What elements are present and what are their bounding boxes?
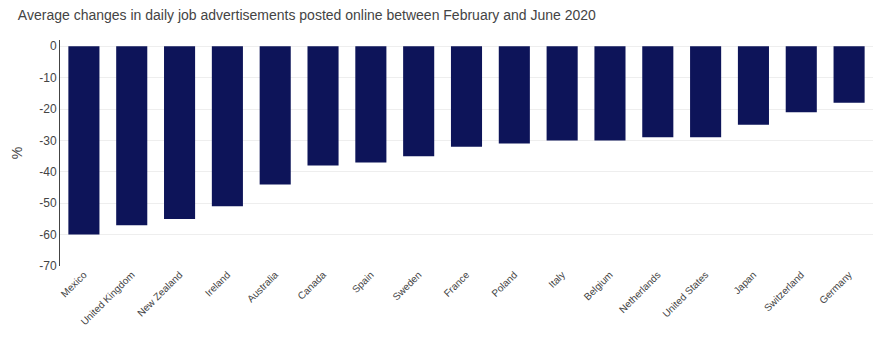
svg-text:-70: -70 bbox=[39, 259, 57, 273]
svg-text:Belgium: Belgium bbox=[582, 269, 615, 302]
svg-text:Spain: Spain bbox=[350, 269, 376, 295]
svg-text:France: France bbox=[442, 269, 472, 299]
svg-text:Australia: Australia bbox=[245, 269, 281, 305]
svg-text:%: % bbox=[9, 147, 25, 159]
svg-text:Netherlands: Netherlands bbox=[617, 269, 663, 315]
svg-text:-30: -30 bbox=[39, 134, 57, 148]
svg-text:-10: -10 bbox=[39, 71, 57, 85]
svg-text:Sweden: Sweden bbox=[390, 269, 423, 302]
svg-text:-20: -20 bbox=[39, 102, 57, 116]
svg-text:United Kingdom: United Kingdom bbox=[79, 269, 137, 327]
svg-text:-50: -50 bbox=[39, 196, 57, 210]
svg-text:Average changes in daily job a: Average changes in daily job advertiseme… bbox=[18, 7, 596, 23]
svg-text:Ireland: Ireland bbox=[203, 269, 232, 298]
svg-text:New Zealand: New Zealand bbox=[135, 269, 184, 318]
svg-text:Canada: Canada bbox=[295, 269, 328, 302]
svg-text:Switzerland: Switzerland bbox=[762, 269, 806, 313]
svg-text:United States: United States bbox=[660, 269, 710, 319]
svg-text:Poland: Poland bbox=[489, 269, 519, 299]
svg-text:-40: -40 bbox=[39, 165, 57, 179]
svg-text:Italy: Italy bbox=[546, 269, 567, 290]
svg-text:Mexico: Mexico bbox=[59, 269, 89, 299]
svg-text:0: 0 bbox=[50, 39, 57, 53]
svg-text:Germany: Germany bbox=[817, 269, 854, 306]
svg-text:-60: -60 bbox=[39, 228, 57, 242]
svg-text:Japan: Japan bbox=[731, 269, 758, 296]
